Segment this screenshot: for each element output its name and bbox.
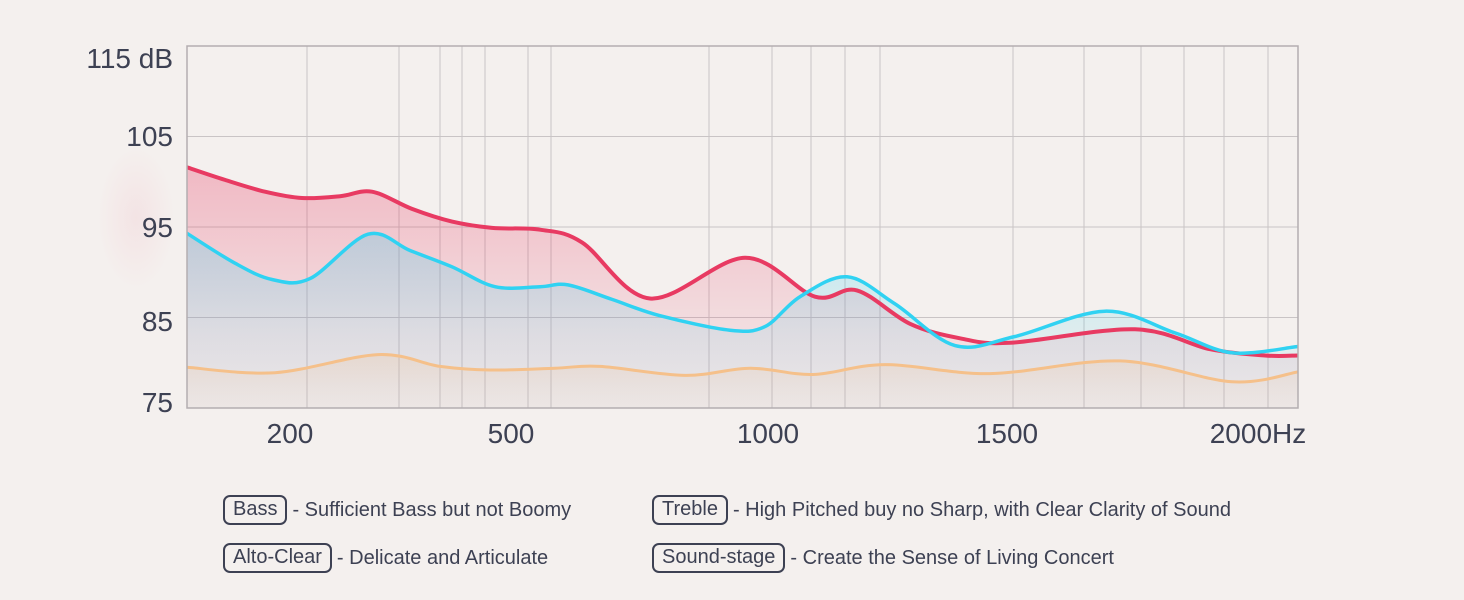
legend-entry-bass: Bass - Sufficient Bass but not Boomy [223, 495, 571, 525]
legend-desc-treble: - High Pitched buy no Sharp, with Clear … [732, 498, 1231, 521]
y-axis-label-115: 115 dB [86, 43, 173, 74]
y-axis-label-95: 95 [141, 212, 173, 243]
plot-border [186, 45, 1299, 409]
legend-desc-sound-stage: - Create the Sense of Living Concert [790, 546, 1114, 569]
legend-entry-alto-clear: Alto-Clear - Delicate and Articulate [223, 543, 548, 573]
x-axis-label-2000: 2000Hz [1209, 418, 1307, 449]
x-axis-label-200: 200 [266, 418, 314, 449]
cyan-curve-fill [187, 233, 1298, 408]
y-axis-label-75: 75 [141, 387, 173, 418]
legend-entry-treble: Treble - High Pitched buy no Sharp, with… [652, 495, 1231, 525]
orange-curve-fill [187, 354, 1298, 408]
legend-term-treble: Treble [652, 495, 728, 525]
pink-curve [187, 165, 1298, 358]
legend-desc-bass: - Sufficient Bass but not Boomy [292, 498, 572, 521]
legend-term-alto-clear: Alto-Clear [223, 543, 332, 573]
x-axis-label-1000: 1000 [736, 418, 800, 449]
cyan-curve [187, 231, 1298, 355]
legend-term-sound-stage: Sound-stage [652, 543, 786, 573]
legend-desc-alto-clear: - Delicate and Articulate [336, 546, 549, 569]
x-axis-label-500: 500 [487, 418, 535, 449]
orange-curve [187, 353, 1298, 384]
y-axis-label-85: 85 [141, 306, 173, 337]
legend-entry-sound-stage: Sound-stage - Create the Sense of Living… [652, 543, 1114, 573]
x-axis-label-1500: 1500 [975, 418, 1039, 449]
legend-term-bass: Bass [223, 495, 288, 525]
y-axis-label-105: 105 [126, 121, 173, 152]
